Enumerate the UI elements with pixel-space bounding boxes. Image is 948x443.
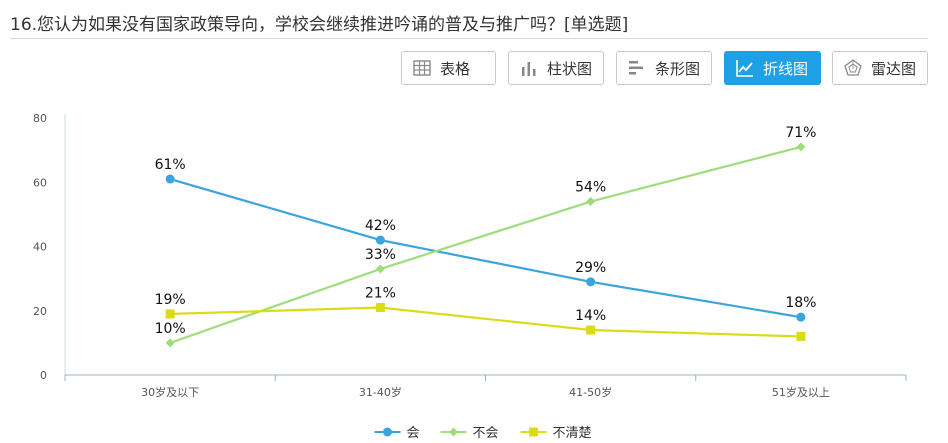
x-tick-label: 41-50岁 — [569, 385, 612, 399]
data-label: 71% — [785, 125, 816, 141]
data-point — [586, 325, 596, 335]
data-label: 14% — [575, 308, 606, 324]
radar-chart-button-label: 雷达图 — [871, 59, 917, 78]
table-button[interactable]: 表格 — [401, 51, 496, 85]
y-tick-label: 80 — [33, 112, 47, 125]
y-tick-label: 0 — [40, 369, 47, 382]
series-line-2 — [170, 306, 801, 338]
data-label: 10% — [155, 321, 186, 337]
x-tick-label: 31-40岁 — [359, 385, 402, 399]
data-point — [165, 309, 175, 319]
legend-item[interactable]: 会 — [374, 426, 420, 441]
legend-label: 不清楚 — [553, 426, 592, 441]
data-label: 18% — [785, 295, 816, 311]
legend-label: 不会 — [473, 426, 499, 441]
bar-chart-icon — [522, 62, 536, 76]
series-line-0 — [169, 177, 802, 319]
question-title: 16.您认为如果没有国家政策导向，学校会继续推进吟诵的普及与推广吗？[单选题] — [10, 15, 629, 35]
data-point — [796, 331, 806, 341]
data-point — [586, 197, 596, 207]
data-label: 29% — [575, 260, 606, 276]
radar-chart-icon — [844, 59, 862, 76]
data-point — [375, 235, 385, 245]
data-point — [586, 277, 596, 287]
series-line-1 — [169, 145, 802, 344]
data-label: 33% — [365, 247, 396, 263]
data-point — [796, 312, 806, 322]
line-chart-button-label: 折线图 — [763, 59, 809, 78]
title-divider — [10, 38, 928, 39]
legend-marker — [449, 427, 458, 437]
legend-label: 会 — [407, 426, 420, 441]
y-tick-label: 20 — [33, 305, 47, 318]
data-label: 61% — [155, 157, 186, 173]
data-label: 19% — [155, 292, 186, 308]
bar-chart-button[interactable]: 柱状图 — [508, 51, 604, 85]
legend-marker — [383, 427, 392, 437]
data-point — [165, 338, 175, 348]
horizontal-bar-button[interactable]: 条形图 — [616, 51, 712, 85]
data-point — [796, 142, 806, 152]
horizontal-bar-icon — [629, 61, 643, 75]
x-tick-label: 51岁及以上 — [772, 385, 830, 399]
line-chart-button[interactable]: 折线图 — [724, 51, 821, 85]
data-point — [375, 264, 385, 274]
y-tick-label: 40 — [33, 241, 47, 254]
legend-item[interactable]: 不会 — [440, 426, 499, 441]
radar-chart-button[interactable]: 雷达图 — [832, 51, 928, 85]
data-point — [165, 174, 175, 184]
y-tick-label: 60 — [33, 176, 47, 189]
line-chart-icon — [736, 60, 753, 77]
x-tick-label: 30岁及以下 — [141, 385, 199, 399]
data-point — [375, 303, 385, 313]
table-button-label: 表格 — [440, 59, 471, 78]
data-label: 54% — [575, 180, 606, 196]
bar-chart-button-label: 柱状图 — [547, 59, 593, 78]
data-label: 42% — [365, 218, 396, 234]
legend-marker — [529, 427, 538, 437]
table-icon — [413, 60, 431, 76]
data-label: 21% — [365, 286, 396, 302]
horizontal-bar-button-label: 条形图 — [655, 59, 701, 78]
